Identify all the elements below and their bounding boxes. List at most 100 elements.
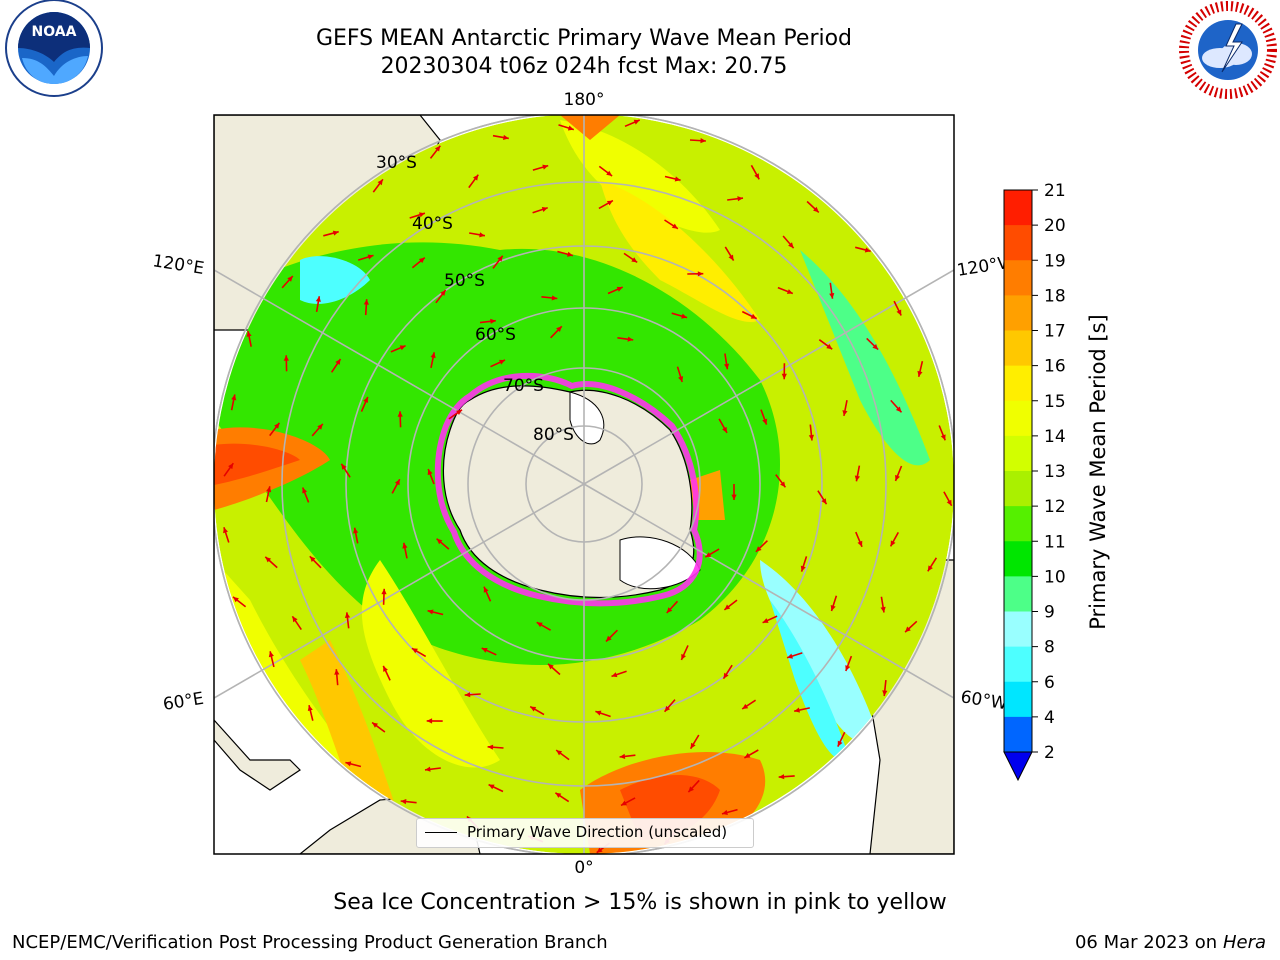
wave-arrow-head (425, 766, 431, 772)
wave-arrow-head (787, 653, 793, 659)
wave-arrow-head (456, 409, 462, 415)
wave-arrow-head (394, 479, 400, 486)
wave-arrow-head (434, 145, 441, 152)
wave-arrow-head (821, 498, 827, 505)
wave-arrow-head (737, 196, 743, 202)
wave-arrow-head (940, 434, 946, 441)
wave-arrow-head (418, 257, 425, 264)
wave-arrow-head (780, 481, 786, 488)
wave-arrow-head (307, 705, 313, 711)
wave-arrow-head (842, 410, 848, 416)
wave-arrow-head (724, 604, 731, 610)
lat-label-50s: 50°S (444, 271, 485, 291)
wave-arrow-head (556, 750, 563, 756)
wave-arrow-head (754, 173, 760, 180)
wave-arrow-head (616, 286, 623, 292)
wave-arrow-head (627, 336, 634, 342)
wave-arrow-head (363, 299, 369, 305)
ice-shelf-ross (569, 391, 605, 445)
wave-arrow-head (541, 207, 548, 212)
wave-arrow-head (681, 653, 686, 660)
lon-label-upper-left: 120°E (151, 251, 205, 279)
wave-arrow-head (700, 138, 706, 144)
wave-arrow-head (895, 406, 902, 413)
wave-arrow-head (334, 669, 340, 675)
wave-arrow-head (611, 672, 618, 678)
wave-arrow-head (233, 596, 239, 603)
wave-arrow-head (488, 784, 495, 790)
wave-arrow-head (905, 626, 911, 633)
wave-arrow-head (490, 318, 496, 324)
wave-arrow-head (697, 271, 704, 277)
wave-arrow-head (479, 232, 485, 238)
wave-arrow-head (287, 276, 293, 282)
lon-label-lower-right: 60°W (959, 687, 1009, 714)
wave-arrow-head (317, 423, 323, 430)
nws-logo-icon (1179, 1, 1277, 99)
wave-arrow-head (473, 174, 479, 181)
wave-arrow-head (555, 792, 562, 798)
svg-text:NOAA: NOAA (32, 24, 77, 40)
wave-arrow-head (381, 588, 387, 595)
wave-arrow-head (808, 434, 814, 441)
wave-arrow-head (788, 242, 794, 249)
wave-arrow-head (548, 663, 554, 670)
wave-arrow-head (399, 345, 406, 351)
wave-arrow-head (606, 635, 612, 642)
wave-arrow-head (411, 648, 418, 654)
wave-arrow-head (265, 556, 272, 563)
wave-arrow-head (705, 552, 712, 558)
wave-arrow-head (440, 290, 446, 296)
wave-arrow-head (781, 373, 787, 380)
wave-arrow-head (722, 809, 728, 815)
wave-arrow-head (845, 665, 851, 671)
wave-arrow-head (946, 499, 952, 506)
chart-title: GEFS MEAN Antarctic Primary Wave Mean Pe… (315, 26, 853, 51)
wave-arrow-head (854, 475, 860, 482)
wave-arrow-head (728, 254, 734, 261)
wave-arrow-head (481, 648, 488, 653)
wave-arrow-head (402, 542, 408, 549)
wave-arrow-head (383, 665, 388, 672)
wave-arrow-head (723, 672, 729, 679)
wave-arrow-head (778, 774, 785, 780)
wave-arrow-head (426, 718, 433, 724)
wave-arrow-head (829, 293, 835, 299)
wave-arrow-head (372, 722, 378, 728)
wave-arrow-head (499, 359, 505, 365)
sea-ice-note: Sea Ice Concentration > 15% is shown in … (333, 890, 947, 915)
wave-arrow-head (315, 296, 321, 302)
wave-arrow-head (606, 200, 613, 206)
wave-arrow-head (341, 463, 347, 470)
wave-arrow-head (880, 606, 886, 613)
lon-label-bottom: 0° (574, 858, 593, 878)
lat-label-70s: 70°S (503, 376, 544, 396)
wave-arrow-head (503, 134, 509, 140)
wave-arrow-head (283, 355, 289, 361)
lat-label-30s: 30°S (376, 153, 417, 173)
wave-arrow-head (674, 176, 681, 182)
wave-arrow-head (755, 546, 762, 552)
noaa-logo-icon: NOAA (5, 0, 103, 97)
wave-arrow-head (530, 706, 537, 712)
wave-arrow-head (332, 230, 339, 236)
wave-arrow-head (762, 418, 768, 425)
wave-arrow-head (595, 710, 602, 716)
wave-arrow-head (724, 363, 730, 370)
wave-arrow-head (274, 422, 280, 429)
wave-arrow-head (363, 396, 368, 403)
wave-arrow-head (857, 540, 863, 547)
wave-arrow-head (556, 326, 562, 332)
wave-arrow-head (664, 705, 671, 712)
wave-arrow-head (497, 255, 503, 262)
wave-arrow-head (266, 486, 272, 493)
lon-label-upper-right: 120°W (956, 252, 1016, 281)
wave-arrow-head (345, 761, 352, 767)
wave-arrow-head (551, 295, 558, 301)
wave-arrow-head (619, 753, 626, 759)
wave-arrow-head (690, 742, 696, 749)
wave-arrow-head (309, 556, 316, 562)
wave-arrow-head (231, 394, 237, 401)
credit-text: NCEP/EMC/Verification Post Processing Pr… (12, 932, 608, 953)
